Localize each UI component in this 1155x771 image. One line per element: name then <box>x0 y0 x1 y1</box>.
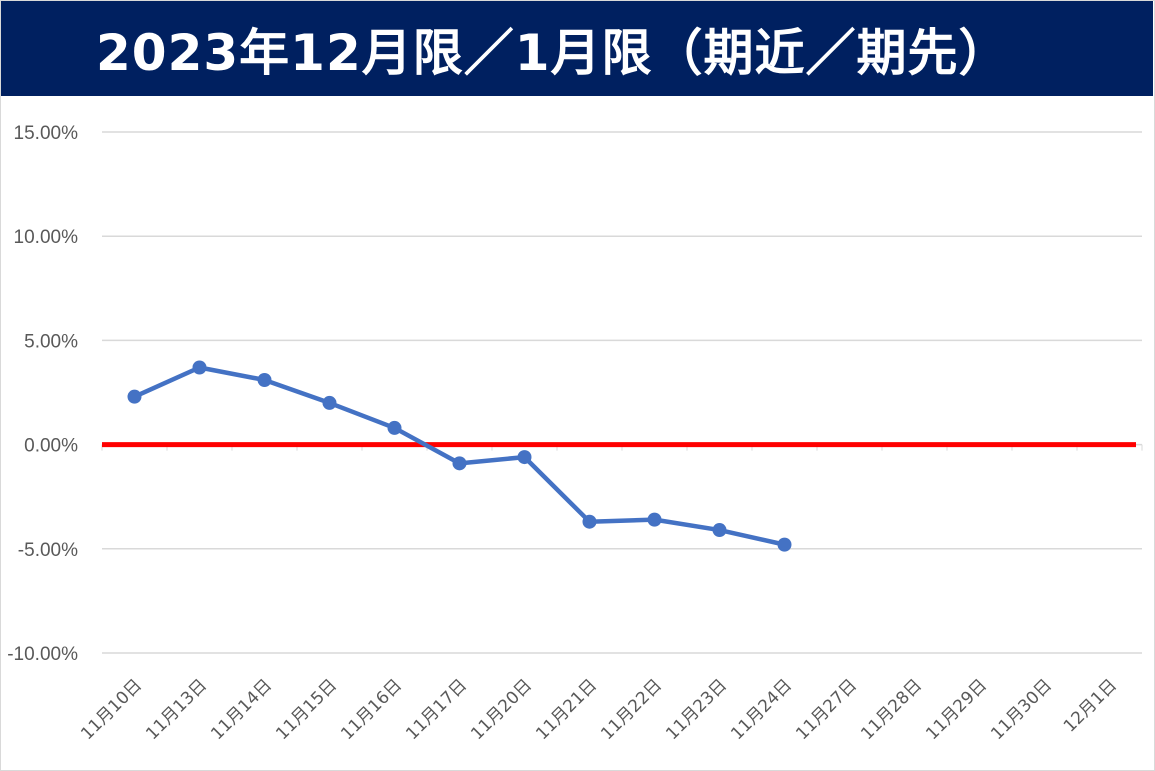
data-point <box>387 420 402 435</box>
data-point <box>452 456 467 471</box>
x-tick-label: 11月27日 <box>792 675 861 744</box>
x-tick-label: 11月28日 <box>857 675 926 744</box>
x-tick-label: 11月13日 <box>142 675 211 744</box>
data-point <box>647 512 662 527</box>
data-point <box>257 372 272 387</box>
gridlines <box>102 131 1142 654</box>
chart-title: 2023年12月限／1月限（期近／期先） <box>96 23 1010 82</box>
x-tick-label: 11月16日 <box>337 675 406 744</box>
x-tick-label: 11月15日 <box>272 675 341 744</box>
x-tick-label: 11月23日 <box>662 675 731 744</box>
data-point <box>192 360 207 375</box>
x-tick-label: 11月10日 <box>77 675 146 744</box>
data-point <box>777 537 792 552</box>
series-line <box>132 365 787 547</box>
x-tick-label: 11月14日 <box>207 675 276 744</box>
y-tick-label: -5.00% <box>18 540 78 561</box>
y-tick-label: 10.00% <box>14 227 79 248</box>
x-tick-label: 11月17日 <box>402 675 471 744</box>
x-tick-label: 11月20日 <box>467 675 536 744</box>
y-tick-label: 0.00% <box>24 436 78 457</box>
x-tick-label: 11月22日 <box>597 675 666 744</box>
data-point <box>517 450 532 465</box>
x-tick-label: 11月24日 <box>727 675 796 744</box>
y-tick-label: -10.00% <box>7 644 78 665</box>
y-axis-ticks: 15.00% 10.00% 5.00% 0.00% -5.00% -10.00% <box>7 123 78 665</box>
x-tick-label: 11月29日 <box>922 675 991 744</box>
title-bar: 2023年12月限／1月限（期近／期先） <box>1 1 1153 96</box>
x-tick-label: 11月21日 <box>532 675 601 744</box>
data-point <box>322 395 337 410</box>
x-axis-ticks: 11月10日11月13日11月14日11月15日11月16日11月17日11月2… <box>77 444 1143 744</box>
series-layer <box>127 360 792 552</box>
data-point <box>127 389 142 404</box>
y-tick-label: 5.00% <box>24 331 78 352</box>
y-tick-label: 15.00% <box>14 123 79 144</box>
data-point <box>582 514 597 529</box>
x-tick-label: 11月30日 <box>987 675 1056 744</box>
data-point <box>712 523 727 538</box>
x-tick-label: 12月1日 <box>1060 675 1121 736</box>
